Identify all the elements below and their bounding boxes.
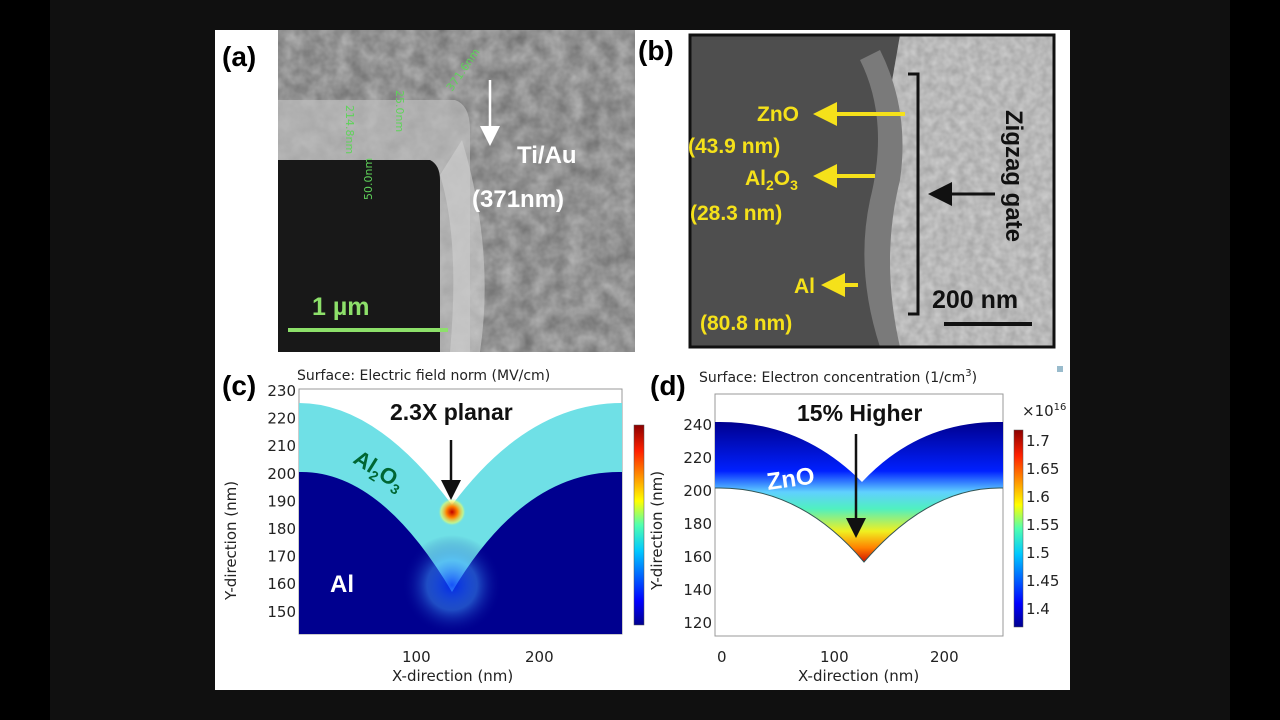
al-region <box>299 471 622 634</box>
ti-au-label: Ti/Au <box>517 142 577 169</box>
zno-thickness: (43.9 nm) <box>688 135 780 158</box>
zigzag-gate-label: Zigzag gate <box>1000 110 1027 242</box>
measure-3: 50.0nm <box>362 158 375 200</box>
panel-c: (c) Surface: Electric field norm (MV/cm)… <box>222 368 666 685</box>
plot-c-xtick: 200 <box>525 648 554 666</box>
scale-bar-b-label: 200 nm <box>932 286 1018 314</box>
plot-d-xtick: 0 <box>717 648 727 666</box>
panel-a-label: (a) <box>222 41 256 72</box>
al2o3-label: Al2O3 <box>745 167 798 193</box>
al-region-label: Al <box>330 571 354 598</box>
colorbar-tick: 1.4 <box>1026 600 1050 618</box>
plot-c-ytick: 220 <box>267 410 296 428</box>
field-hotspot <box>438 498 466 526</box>
zno-region <box>715 421 1003 562</box>
plot-c-ytick: 150 <box>267 603 296 621</box>
plot-d-colorbar-ticks: 1.7 1.65 1.6 1.55 1.5 1.45 1.4 <box>1026 432 1059 618</box>
plot-d-yticks: 240 220 200 180 160 140 120 <box>683 416 712 632</box>
zno-label: ZnO <box>757 103 799 126</box>
plot-c-xlabel: X-direction (nm) <box>392 667 513 685</box>
plot-c-colorbar-label: Y-direction (nm) <box>648 471 666 591</box>
plot-d-xtick: 100 <box>820 648 849 666</box>
colorbar-tick: 1.65 <box>1026 460 1059 478</box>
plot-d-colorbar <box>1013 429 1024 628</box>
plot-d-ytick: 180 <box>683 515 712 533</box>
plot-c-ytick: 190 <box>267 492 296 510</box>
plot-c-ylabel: Y-direction (nm) <box>222 481 240 601</box>
plot-d-ytick: 120 <box>683 614 712 632</box>
plot-d-xlabel: X-direction (nm) <box>798 667 919 685</box>
measure-4: 214.8nm <box>343 105 356 154</box>
al2o3-thickness: (28.3 nm) <box>690 202 782 225</box>
sem-image-b <box>690 35 1054 347</box>
colorbar-tick: 1.6 <box>1026 488 1050 506</box>
plot-c-title: Surface: Electric field norm (MV/cm) <box>297 368 550 384</box>
panel-d-label: (d) <box>650 370 686 401</box>
scale-bar-a <box>288 328 448 332</box>
plot-c-ytick: 210 <box>267 437 296 455</box>
panel-b-label: (b) <box>638 35 674 66</box>
sem-image-a <box>278 30 635 352</box>
plot-c-ytick: 170 <box>267 548 296 566</box>
plot-c-ytick: 230 <box>267 382 296 400</box>
colorbar-tick: 1.55 <box>1026 516 1059 534</box>
expand-icon[interactable] <box>1057 366 1063 372</box>
plot-d-ytick: 200 <box>683 482 712 500</box>
panel-b: (b) ZnO (43.9 nm) Al2O3 (28.3 nm) Al (80… <box>638 33 1056 349</box>
plot-d-ytick: 140 <box>683 581 712 599</box>
plot-c-ytick: 180 <box>267 520 296 538</box>
plot-d-ytick: 160 <box>683 548 712 566</box>
plot-c-yticks: 230 220 210 200 190 180 170 160 150 <box>267 382 296 621</box>
panel-a: (a) 1 µm Ti/Au (371nm) 371.6nm 25.0nm 50… <box>222 30 635 352</box>
colorbar-tick: 1.45 <box>1026 572 1059 590</box>
ti-au-thickness: (371nm) <box>472 186 564 213</box>
plot-c-ytick: 160 <box>267 575 296 593</box>
plot-d-ytick: 220 <box>683 449 712 467</box>
plot-c-colorbar <box>633 424 645 626</box>
panel-d: (d) Surface: Electron concentration (1/c… <box>650 366 1066 685</box>
plot-c-xtick: 100 <box>402 648 431 666</box>
gate-bracket <box>908 72 920 316</box>
zno-region-label: ZnO <box>765 463 816 496</box>
scale-bar-b <box>944 322 1032 326</box>
plot-c-ytick: 200 <box>267 465 296 483</box>
annotation-d: 15% Higher <box>797 400 922 426</box>
plot-d-title: Surface: Electron concentration (1/cm3) <box>699 368 977 386</box>
measure-2: 25.0nm <box>393 90 406 132</box>
annotation-c: 2.3X planar <box>390 399 513 425</box>
plot-d-xtick: 200 <box>930 648 959 666</box>
al-thickness: (80.8 nm) <box>700 312 792 335</box>
al-label: Al <box>794 275 815 298</box>
colorbar-tick: 1.7 <box>1026 432 1050 450</box>
plot-d-ytick: 240 <box>683 416 712 434</box>
panel-c-label: (c) <box>222 370 256 401</box>
colorbar-tick: 1.5 <box>1026 544 1050 562</box>
colorbar-multiplier: ×1016 <box>1022 402 1066 420</box>
scale-bar-a-label: 1 µm <box>312 293 369 321</box>
